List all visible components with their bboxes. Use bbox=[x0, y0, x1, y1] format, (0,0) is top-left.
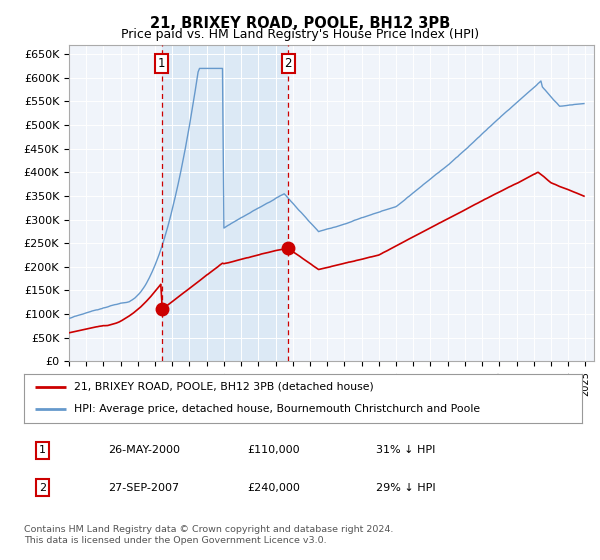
Text: 21, BRIXEY ROAD, POOLE, BH12 3PB (detached house): 21, BRIXEY ROAD, POOLE, BH12 3PB (detach… bbox=[74, 382, 374, 392]
Text: 1: 1 bbox=[158, 57, 166, 70]
Text: Price paid vs. HM Land Registry's House Price Index (HPI): Price paid vs. HM Land Registry's House … bbox=[121, 28, 479, 41]
Text: 1: 1 bbox=[39, 445, 46, 455]
Text: £110,000: £110,000 bbox=[247, 445, 300, 455]
Text: 29% ↓ HPI: 29% ↓ HPI bbox=[376, 483, 435, 493]
Text: 2: 2 bbox=[39, 483, 46, 493]
Text: 2: 2 bbox=[284, 57, 292, 70]
Text: 21, BRIXEY ROAD, POOLE, BH12 3PB: 21, BRIXEY ROAD, POOLE, BH12 3PB bbox=[150, 16, 450, 31]
Text: HPI: Average price, detached house, Bournemouth Christchurch and Poole: HPI: Average price, detached house, Bour… bbox=[74, 404, 481, 414]
Text: 27-SEP-2007: 27-SEP-2007 bbox=[108, 483, 179, 493]
Bar bbox=[162, 45, 288, 361]
Text: 26-MAY-2000: 26-MAY-2000 bbox=[108, 445, 180, 455]
Text: 31% ↓ HPI: 31% ↓ HPI bbox=[376, 445, 435, 455]
Text: Contains HM Land Registry data © Crown copyright and database right 2024.
This d: Contains HM Land Registry data © Crown c… bbox=[24, 525, 394, 545]
Text: £240,000: £240,000 bbox=[247, 483, 300, 493]
